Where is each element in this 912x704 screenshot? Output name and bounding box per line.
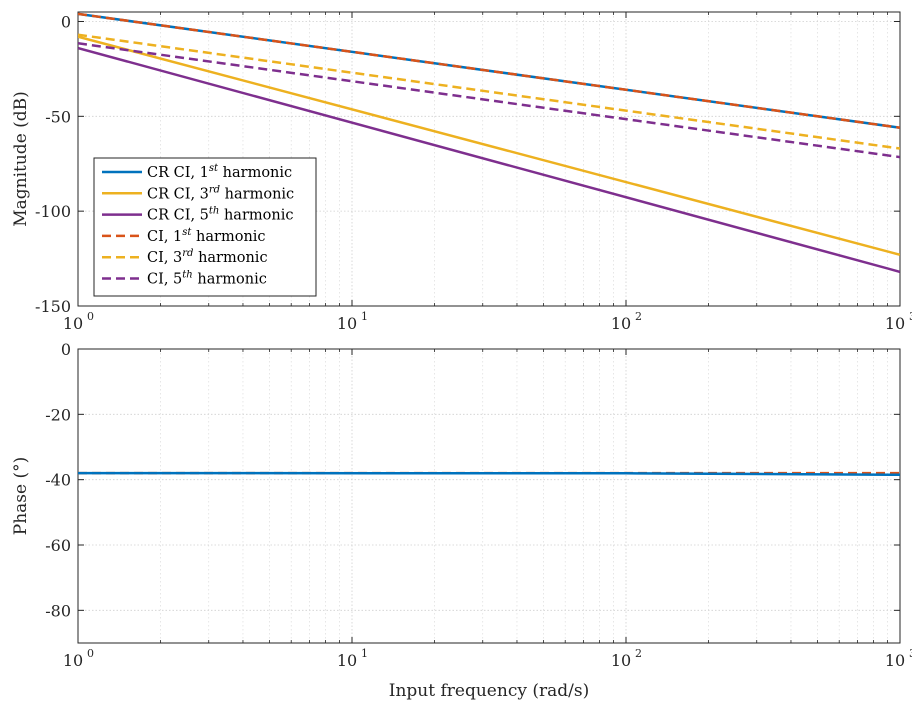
y-tick-label: 0	[61, 340, 71, 359]
x-tick-exponent: 1	[361, 647, 368, 660]
legend-label: CI, 5th harmonic	[147, 270, 267, 288]
x-tick-exponent: 3	[909, 647, 912, 660]
y-tick-label: -20	[45, 405, 71, 424]
x-tick-exponent: 0	[87, 647, 94, 660]
series-line-3	[78, 46, 900, 274]
legend-label: CR CI, 1st harmonic	[147, 163, 292, 181]
x-tick-exponent: 3	[909, 310, 912, 323]
y-tick-label: -150	[35, 297, 71, 316]
plot-area	[78, 349, 900, 643]
x-axis-label: Input frequency (rad/s)	[389, 681, 589, 701]
x-tick-label: 10	[885, 314, 905, 333]
x-tick-label: 10	[337, 651, 357, 670]
series-line-5	[78, 33, 900, 150]
series-line-4	[78, 12, 900, 129]
y-tick-label: -60	[45, 536, 71, 555]
series-line-2	[78, 35, 900, 256]
legend: CR CI, 1st harmonic CR CI, 3rd harmonic CR…	[93, 157, 317, 297]
panel-phase: 0 -20 -40 -60 -80 10 0 10 1 10 2 10 3 Phase (°) Input …	[11, 340, 912, 701]
x-tick-exponent: 0	[87, 310, 94, 323]
x-tick-exponent: 2	[635, 310, 642, 323]
y-tick-label: -80	[45, 601, 71, 620]
x-tick-exponent: 1	[361, 310, 368, 323]
series-line-2	[78, 471, 900, 477]
x-tick-label: 10	[63, 314, 83, 333]
x-tick-label: 10	[611, 314, 631, 333]
legend-box	[93, 157, 317, 297]
x-tick-label: 10	[337, 314, 357, 333]
y-tick-label: -50	[45, 107, 71, 126]
axes-frame	[77, 11, 901, 307]
x-tick-label: 10	[611, 651, 631, 670]
x-tick-label: 10	[63, 651, 83, 670]
legend-label: CI, 1st harmonic	[147, 227, 266, 245]
y-tick-label: -100	[35, 202, 71, 221]
y-axis-label: Phase (°)	[11, 457, 31, 535]
y-axis-label: Magnitude (dB)	[11, 91, 31, 227]
y-tick-label: -40	[45, 471, 71, 490]
panel-magnitude: 0-50-100-150100101102103Magnitude (dB)CR…	[11, 11, 912, 333]
x-tick-exponent: 2	[635, 647, 642, 660]
x-tick-label: 10	[885, 651, 905, 670]
legend-label: CR CI, 5th harmonic	[147, 206, 293, 224]
series-line-6	[78, 42, 900, 159]
legend-label: CI, 3rd harmonic	[147, 248, 268, 266]
legend-label: CR CI, 3rd harmonic	[147, 184, 294, 202]
y-tick-label: 0	[61, 12, 71, 31]
axes-frame	[77, 348, 901, 644]
